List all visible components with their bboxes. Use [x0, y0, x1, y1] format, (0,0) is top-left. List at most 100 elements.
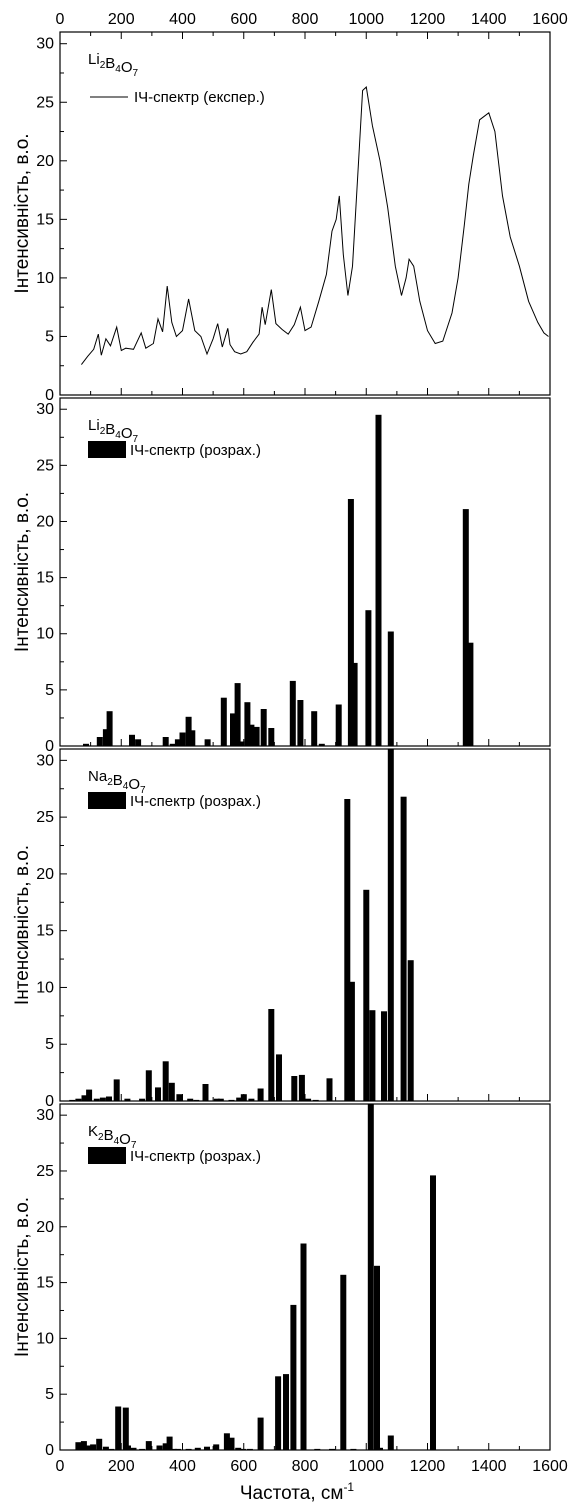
- panel-3: 0 5 10 15 20 25 30 Інтенсивність, в.о. Na2B4O7ІЧ…: [12, 748, 551, 1110]
- spectrum-bar: [230, 713, 236, 746]
- y-tick-label: 10: [36, 1330, 54, 1347]
- x-top-tick-label: 600: [230, 11, 257, 28]
- y-tick-label: 0: [45, 1442, 54, 1459]
- panel-data: [69, 749, 414, 1101]
- compound-subscript: 7: [140, 785, 146, 796]
- x-tick-label: 1200: [410, 1458, 446, 1475]
- compound-element: O: [121, 425, 133, 442]
- x-top-tick-label: 1000: [348, 11, 384, 28]
- x-top-tick-label: 400: [169, 11, 196, 28]
- x-top-tick-label: 1400: [471, 11, 507, 28]
- spectrum-bar: [162, 1061, 169, 1101]
- spectrum-bar: [194, 1447, 201, 1450]
- spectrum-bar: [124, 1098, 131, 1101]
- compound-subscript: 7: [133, 434, 139, 445]
- y-axis-title: Інтенсивність, в.о.: [12, 845, 33, 1005]
- x-tick-label: 1400: [471, 1458, 507, 1475]
- y-tick-label: 25: [36, 457, 54, 474]
- y-tick-label: 25: [36, 809, 54, 826]
- spectrum-bar: [115, 1406, 122, 1450]
- spectrum-bar: [174, 1448, 181, 1450]
- spectrum-bar: [169, 743, 176, 746]
- spectrum-bar: [248, 724, 255, 746]
- spectrum-bar: [125, 1445, 131, 1450]
- compound-element: Na: [88, 768, 108, 785]
- legend-bar-swatch: [88, 441, 126, 458]
- spectrum-bar: [289, 680, 296, 746]
- y-tick-label: 5: [45, 682, 54, 699]
- y-tick-label: 25: [36, 94, 54, 111]
- x-tick-label: 200: [108, 1458, 135, 1475]
- spectrum-bar: [170, 1448, 177, 1450]
- spectrum-bar: [348, 981, 355, 1101]
- spectrum-bar: [268, 728, 275, 746]
- x-axis-title-superscript: -1: [343, 1480, 354, 1494]
- spectrum-bar: [365, 610, 372, 746]
- spectrum-bar: [193, 1099, 200, 1101]
- spectrum-bar: [248, 1098, 255, 1101]
- spectrum-bar: [350, 1448, 357, 1450]
- spectrum-bar: [122, 1407, 129, 1450]
- spectrum-bar: [139, 1098, 146, 1101]
- panel-frame: [59, 31, 551, 396]
- spectrum-bar: [430, 1175, 436, 1450]
- panel-2: 0 5 10 15 20 25 30 Інтенсивність, в.о. Li2B4O7ІЧ…: [12, 397, 551, 755]
- spectrum-bar: [374, 1265, 380, 1450]
- spectrum-bar: [246, 1448, 253, 1450]
- y-tick-label: 20: [36, 513, 54, 530]
- compound-label: Li2B4O7: [88, 51, 139, 79]
- compound-element: B: [113, 772, 123, 789]
- y-tick-label: 15: [36, 570, 54, 587]
- spectrum-bar: [240, 1094, 247, 1101]
- spectrum-bar: [462, 509, 469, 746]
- compound-subscript: 2: [100, 426, 106, 437]
- legend-label: ІЧ-спектр (розрах.): [130, 793, 261, 810]
- y-tick-label: 15: [36, 211, 54, 228]
- spectrum-bar: [257, 1417, 264, 1450]
- compound-subscript: 4: [123, 781, 129, 792]
- spectrum-bar: [387, 631, 394, 746]
- spectrum-bar: [135, 739, 142, 746]
- x-tick-label: 1600: [532, 1458, 568, 1475]
- spectrum-bar: [298, 1074, 305, 1101]
- compound-element: O: [121, 59, 133, 76]
- spectrum-bar: [257, 1088, 264, 1101]
- compound-subscript: 7: [131, 1140, 137, 1151]
- spectrum-bar: [156, 1445, 163, 1450]
- spectrum-bar: [297, 700, 304, 746]
- legend-bar-swatch: [88, 792, 126, 809]
- spectrum-bar: [223, 1433, 230, 1450]
- y-tick-label: 30: [36, 36, 54, 53]
- x-axis-title: Частота, см-1: [240, 1480, 355, 1504]
- spectrum-bar: [213, 1098, 220, 1101]
- spectrum-bar: [204, 739, 211, 746]
- spectrum-bar: [185, 716, 192, 746]
- spectrum-bar: [363, 889, 370, 1101]
- compound-subscript: 2: [100, 60, 106, 71]
- y-tick-label: 5: [45, 1036, 54, 1053]
- spectrum-bar: [155, 1087, 161, 1101]
- spectrum-bar: [162, 1443, 169, 1450]
- spectrum-bar: [238, 741, 245, 746]
- spectrum-bar: [174, 739, 181, 746]
- y-tick-label: 15: [36, 1275, 54, 1292]
- spectrum-bar: [387, 749, 394, 1101]
- y-tick-label: 20: [36, 153, 54, 170]
- spectrum-bar: [93, 1098, 100, 1101]
- spectrum-bar: [275, 1376, 282, 1450]
- spectrum-bar: [129, 734, 135, 746]
- x-top-tick-label: 1600: [532, 11, 568, 28]
- spectrum-bar: [311, 711, 318, 746]
- spectrum-bar: [102, 1446, 109, 1450]
- spectrum-bar: [202, 1084, 209, 1101]
- y-tick-label: 10: [36, 270, 54, 287]
- spectrum-bar: [283, 1374, 289, 1450]
- y-tick-label: 10: [36, 979, 54, 996]
- compound-subscript: 2: [107, 777, 113, 788]
- spectrum-bar: [268, 1009, 275, 1101]
- compound-element: B: [105, 55, 115, 72]
- y-tick-label: 30: [36, 401, 54, 418]
- panel-data: [75, 1104, 436, 1450]
- y-axis-title: Інтенсивність, в.о.: [12, 1197, 33, 1357]
